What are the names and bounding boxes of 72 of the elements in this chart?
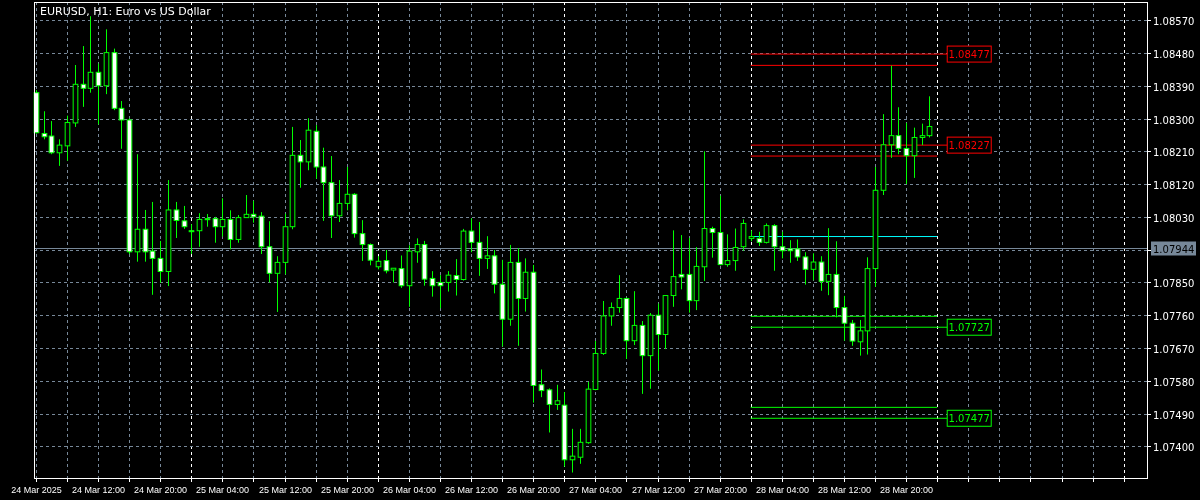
candlestick (608, 301, 615, 327)
candlestick (724, 233, 731, 268)
candlestick (779, 231, 786, 259)
y-tick-label: 1.07670 (1153, 343, 1195, 355)
ref-line-label: 1.07944 (1153, 243, 1195, 255)
candlestick (895, 106, 902, 155)
candlestick (64, 115, 71, 162)
x-tick-label: 26 Mar 04:00 (382, 485, 437, 495)
candlestick (80, 45, 87, 108)
y-tick-label: 1.08480 (1153, 48, 1195, 60)
legend-label: 1.07727 (948, 321, 990, 333)
x-tick-label: 28 Mar 12:00 (817, 485, 872, 495)
candlestick (320, 147, 327, 222)
x-tick-label: 28 Mar 04:00 (755, 485, 810, 495)
candlestick (546, 387, 553, 433)
candlestick (48, 120, 55, 155)
x-tick-label: 24 Mar 20:00 (133, 485, 188, 495)
y-tick-label: 1.07400 (1153, 441, 1195, 453)
candlestick (367, 242, 374, 266)
x-tick-label: 28 Mar 20:00 (879, 485, 934, 495)
y-tick-label: 1.07580 (1153, 376, 1195, 388)
chart-title: EURUSD, H1: Euro vs US Dollar (40, 5, 212, 18)
y-tick-label: 1.08030 (1153, 212, 1195, 224)
x-tick-label: 25 Mar 20:00 (320, 485, 375, 495)
candlestick (181, 205, 188, 230)
candlestick (359, 219, 366, 262)
candlestick (212, 216, 219, 244)
candlestick (173, 201, 180, 239)
x-tick-label: 27 Mar 12:00 (631, 485, 686, 495)
y-tick-label: 1.07850 (1153, 277, 1195, 289)
legend-label: 1.08227 (948, 139, 990, 151)
x-tick-label: 24 Mar 12:00 (71, 485, 126, 495)
candlestick (538, 368, 545, 398)
candlestick (577, 428, 584, 465)
legend-label: 1.08477 (948, 48, 990, 60)
candlestick (554, 384, 561, 411)
legend-label: 1.07477 (948, 412, 990, 424)
x-tick-label: 26 Mar 12:00 (444, 485, 499, 495)
x-tick-label: 27 Mar 04:00 (568, 485, 623, 495)
candlestick (825, 227, 832, 296)
x-tick-label: 26 Mar 20:00 (506, 485, 561, 495)
candlestick (678, 234, 685, 290)
y-tick-label: 1.08300 (1153, 114, 1195, 126)
y-tick-label: 1.08210 (1153, 146, 1195, 158)
candlestick (274, 255, 281, 313)
candlestick (118, 100, 125, 150)
y-tick-label: 1.08120 (1153, 179, 1195, 191)
candlestick (149, 201, 156, 296)
candlestick (794, 238, 801, 262)
x-tick-label: 27 Mar 20:00 (693, 485, 748, 495)
candlestick (56, 138, 63, 167)
candlestick (453, 258, 460, 297)
candlestick (445, 270, 452, 293)
x-tick-label: 25 Mar 12:00 (258, 485, 313, 495)
candlestick (235, 214, 242, 244)
candlestick (569, 428, 576, 474)
candlestick (709, 226, 716, 259)
candlestick (250, 200, 257, 224)
y-tick-label: 1.07760 (1153, 310, 1195, 322)
candlestick (787, 239, 794, 264)
candlestick (484, 235, 491, 270)
y-tick-label: 1.07490 (1153, 409, 1195, 421)
y-tick-label: 1.08390 (1153, 81, 1195, 93)
y-tick-label: 1.08570 (1153, 15, 1195, 27)
candlestick (468, 217, 475, 253)
x-tick-label: 24 Mar 2025 (11, 485, 62, 495)
candlestick (297, 139, 304, 189)
candlestick (802, 251, 809, 286)
candlestick (919, 123, 926, 146)
candlestick (818, 255, 825, 292)
candlestick (810, 252, 817, 281)
x-tick-label: 25 Mar 04:00 (195, 485, 250, 495)
